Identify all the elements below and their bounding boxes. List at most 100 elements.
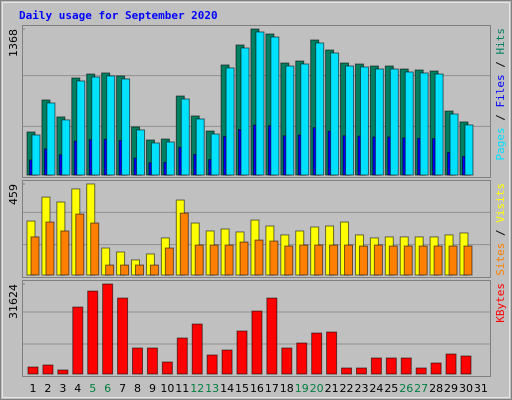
bar — [388, 245, 398, 276]
x-tick-label: 2 — [44, 382, 51, 395]
bar — [72, 306, 84, 375]
bar — [91, 76, 101, 176]
bar — [255, 31, 265, 176]
x-tick-label: 6 — [104, 382, 111, 395]
bar — [270, 36, 280, 176]
bar — [236, 330, 248, 375]
bar — [191, 323, 203, 375]
bar — [341, 367, 353, 375]
x-tick-label: 31 — [474, 382, 488, 395]
x-tick-label: 3 — [59, 382, 66, 395]
bar — [419, 72, 429, 176]
legend: Pages / Files / Hits — [494, 28, 507, 161]
bar — [121, 78, 131, 176]
bar — [224, 244, 234, 276]
bar — [389, 68, 399, 176]
bar — [281, 347, 293, 375]
bar — [76, 80, 86, 176]
bar — [434, 73, 444, 176]
bar — [120, 264, 130, 276]
x-tick-label: 25 — [384, 382, 398, 395]
bar — [136, 129, 146, 176]
bar — [314, 244, 324, 276]
legend-entry: KBytes — [494, 283, 507, 323]
legend: Sites / Visits — [494, 183, 507, 276]
x-tick-label: 1 — [30, 382, 37, 395]
y-tick-label: 1368 — [7, 29, 20, 57]
bar — [400, 357, 412, 375]
bar — [385, 357, 397, 375]
bar — [404, 71, 414, 176]
bar — [299, 244, 309, 276]
x-tick-label: 19 — [295, 382, 309, 395]
bar — [180, 98, 190, 176]
bar — [195, 118, 205, 176]
x-tick-label: 30 — [459, 382, 473, 395]
bar — [359, 66, 369, 176]
legend-entry: Files — [494, 74, 507, 107]
bar — [150, 142, 160, 176]
bar — [239, 241, 249, 276]
bar — [269, 240, 279, 276]
bar — [149, 264, 159, 276]
x-tick-label: 12 — [190, 382, 204, 395]
x-tick-label: 23 — [354, 382, 368, 395]
bar — [315, 42, 325, 176]
bar — [57, 369, 69, 375]
legend-separator: / — [494, 55, 507, 75]
x-tick-label: 22 — [340, 382, 354, 395]
bar — [75, 213, 85, 276]
bar — [117, 297, 129, 375]
bar — [370, 357, 382, 375]
x-tick-label: 8 — [134, 382, 141, 395]
bar — [176, 337, 188, 375]
x-tick-label: 29 — [444, 382, 458, 395]
bar — [373, 244, 383, 276]
bar — [296, 342, 308, 375]
bar — [42, 364, 54, 375]
bar — [135, 264, 145, 276]
bar — [164, 247, 174, 276]
bar — [209, 244, 219, 276]
bar — [194, 244, 204, 276]
x-tick-label: 4 — [74, 382, 81, 395]
bar — [300, 63, 310, 176]
bar — [311, 332, 323, 375]
bar — [448, 245, 458, 276]
bar — [430, 362, 442, 375]
bar — [254, 239, 264, 276]
legend-entry: Sites — [494, 243, 507, 276]
bar — [415, 367, 427, 375]
x-tick-label: 18 — [280, 382, 294, 395]
x-tick-label: 27 — [414, 382, 428, 395]
bar — [251, 310, 263, 375]
bar — [27, 366, 39, 375]
bar — [463, 245, 473, 276]
bar — [285, 65, 295, 176]
bar — [31, 134, 41, 176]
legend-entry: Hits — [494, 28, 507, 55]
bar — [165, 141, 175, 176]
chart-title: Daily usage for September 2020 — [19, 9, 218, 22]
bar — [284, 245, 294, 276]
bar — [418, 245, 428, 276]
legend-separator: / — [494, 223, 507, 243]
x-tick-label: 15 — [235, 382, 249, 395]
bar — [146, 347, 158, 375]
x-tick-label: 10 — [160, 382, 174, 395]
x-tick-label: 9 — [149, 382, 156, 395]
bar — [45, 221, 55, 276]
bar — [61, 119, 71, 176]
bar — [225, 67, 235, 176]
bar — [60, 230, 70, 276]
bar — [206, 354, 218, 375]
bar — [449, 113, 459, 176]
bar — [433, 245, 443, 276]
bar — [46, 102, 56, 176]
bar — [326, 331, 338, 375]
bar — [102, 283, 114, 375]
bar — [344, 244, 354, 276]
x-tick-label: 13 — [205, 382, 219, 395]
bar — [210, 133, 220, 176]
